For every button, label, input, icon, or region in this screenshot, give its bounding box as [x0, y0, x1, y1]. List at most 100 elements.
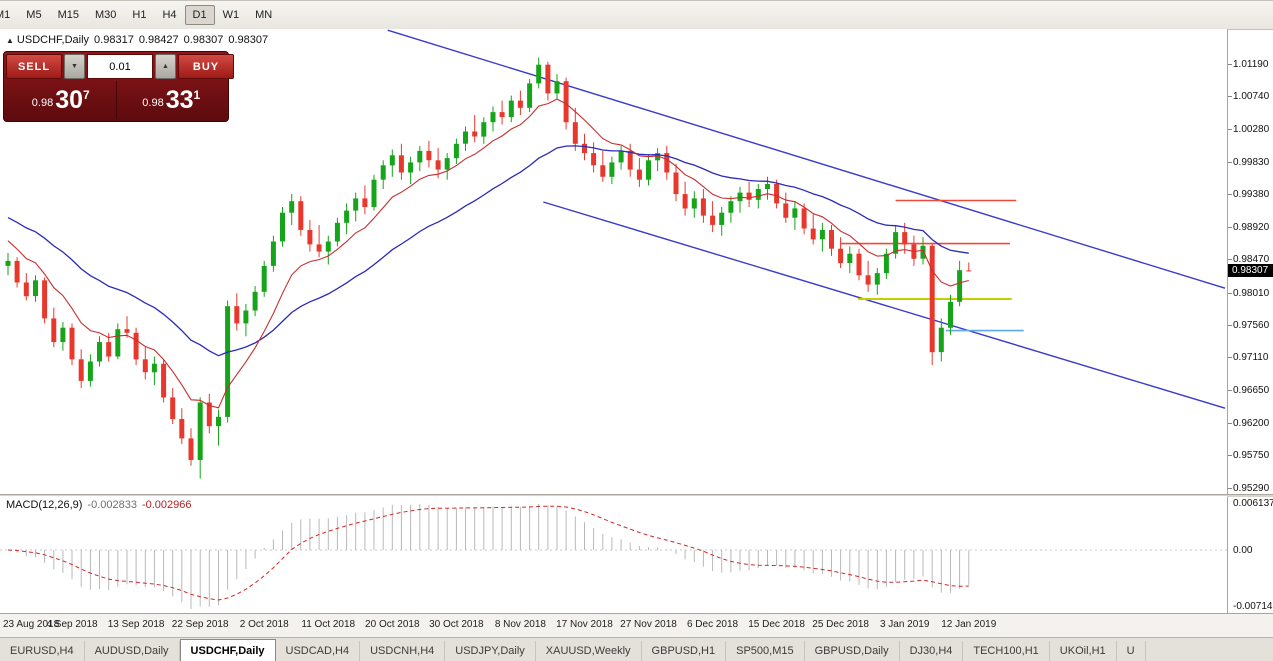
chart-tab-bar: EURUSD,H4 AUDUSD,Daily USDCHF,Daily USDCAD,…	[0, 637, 1273, 661]
macd-indicator-pane[interactable]: MACD(12,26,9) -0.002833 -0.002966	[0, 496, 1227, 613]
timeframe-toolbar: M1 M5 M15 M30 H1 H4 D1 W1 MN	[0, 1, 1273, 30]
time-axis-label: 6 Dec 2018	[686, 619, 739, 630]
macd-axis-zero: 0.00	[1233, 545, 1253, 556]
timeframe-button-h4[interactable]: H4	[162, 9, 177, 21]
price-axis-tick	[1228, 259, 1232, 261]
price-axis-label: 0.98010	[1233, 287, 1270, 299]
sell-button[interactable]: SELL	[6, 54, 62, 79]
price-axis-tick	[1228, 487, 1232, 489]
price-axis-label: 0.97560	[1233, 319, 1270, 331]
buy-price-prefix: 0.98	[142, 97, 164, 109]
main-chart-pane[interactable]: ▲ USDCHF,Daily 0.98317 0.98427 0.98307 0.9830…	[0, 29, 1227, 494]
time-axis-border	[0, 613, 1273, 614]
time-axis-label: 20 Oct 2018	[365, 619, 420, 630]
price-axis-tick	[1228, 422, 1232, 424]
volume-input[interactable]	[87, 54, 153, 79]
chart-tab-usdchf-daily[interactable]: USDCHF,Daily	[179, 639, 276, 661]
chart-tab-xauusd-weekly[interactable]: XAUUSD,Weekly	[536, 641, 642, 661]
time-axis[interactable]: 23 Aug 2018 4 Sep 2018 13 Sep 2018 22 Sep 2…	[0, 614, 1273, 637]
timeframe-button-mn[interactable]: MN	[255, 9, 273, 21]
chart-tab-gbpusd-h1[interactable]: GBPUSD,H1	[642, 641, 727, 661]
buy-price-fraction: 1	[193, 88, 201, 102]
chart-header: ▲ USDCHF,Daily 0.98317 0.98427 0.98307 0.9830…	[6, 34, 268, 46]
price-axis-label: 0.98470	[1233, 254, 1270, 266]
timeframe-button-m5[interactable]: M5	[26, 9, 42, 21]
chart-tab-eurusd-h4[interactable]: EURUSD,H4	[0, 641, 85, 661]
sell-price-fraction: 7	[83, 88, 90, 102]
price-axis-label: 1.00740	[1233, 91, 1270, 103]
timeframe-button-m15[interactable]: M15	[57, 9, 79, 21]
time-axis-label: 27 Nov 2018	[620, 619, 677, 630]
chart-tab-audusd-daily[interactable]: AUDUSD,Daily	[85, 641, 180, 661]
price-axis-tick	[1228, 357, 1232, 359]
buy-price[interactable]: 0.98 33 1	[115, 81, 227, 119]
chart-tab-u[interactable]: U	[1117, 641, 1146, 661]
chevron-down-icon: ▼	[71, 63, 78, 70]
volume-increase-button[interactable]: ▲	[155, 54, 176, 79]
macd-axis-top: 0.006137	[1233, 498, 1273, 509]
price-axis-tick	[1228, 96, 1232, 98]
macd-chart[interactable]	[0, 496, 1227, 613]
price-axis-tick	[1228, 324, 1232, 326]
ohlc-open: 0.98317	[94, 34, 134, 46]
macd-signal-value: -0.002966	[141, 499, 192, 511]
price-axis-tick	[1228, 292, 1232, 294]
time-axis-label: 17 Nov 2018	[556, 619, 613, 630]
time-axis-label: 2 Oct 2018	[239, 619, 289, 630]
sell-price[interactable]: 0.98 30 7	[6, 81, 116, 119]
time-axis-label: 23 Aug 2018	[3, 619, 60, 630]
chart-tab-usdcad-h4[interactable]: USDCAD,H4	[276, 641, 361, 661]
price-axis-label: 0.95750	[1233, 449, 1270, 461]
time-axis-label: 22 Sep 2018	[171, 619, 229, 630]
time-axis-label: 4 Sep 2018	[46, 619, 98, 630]
price-axis-tick	[1228, 227, 1232, 229]
sell-price-pips: 30	[55, 85, 84, 114]
current-price-tag: 0.98307	[1228, 264, 1273, 278]
chart-tab-dj30-h4[interactable]: DJ30,H4	[900, 641, 964, 661]
chart-tab-usdcnh-h4[interactable]: USDCNH,H4	[360, 641, 446, 661]
ohlc-high: 0.98427	[138, 34, 179, 46]
ohlc-close: 0.98307	[228, 34, 269, 46]
buy-button[interactable]: BUY	[178, 54, 234, 79]
timeframe-button-m30[interactable]: M30	[94, 9, 117, 21]
price-axis-tick	[1228, 63, 1232, 65]
pane-splitter[interactable]	[0, 494, 1273, 497]
price-axis-label: 0.96200	[1233, 417, 1270, 429]
chart-tab-sp500-m15[interactable]: SP500,M15	[726, 641, 805, 661]
chart-tab-gbpusd-daily[interactable]: GBPUSD,Daily	[805, 641, 900, 661]
time-axis-label: 11 Oct 2018	[301, 619, 356, 630]
chart-tab-usdjpy-daily[interactable]: USDJPY,Daily	[445, 641, 536, 661]
time-axis-label: 12 Jan 2019	[941, 619, 997, 630]
timeframe-button-m1[interactable]: M1	[0, 9, 11, 21]
buy-price-pips: 33	[165, 85, 194, 114]
macd-header: MACD(12,26,9) -0.002833 -0.002966	[6, 499, 192, 511]
price-axis-label: 1.01190	[1233, 58, 1269, 70]
timeframe-button-h1[interactable]: H1	[132, 9, 147, 21]
symbol-marker-icon: ▲	[6, 36, 14, 45]
macd-label: MACD(12,26,9)	[6, 499, 83, 511]
macd-value: -0.002833	[87, 499, 137, 511]
price-axis-tick	[1228, 161, 1232, 163]
timeframe-button-w1[interactable]: W1	[222, 9, 240, 21]
sell-price-prefix: 0.98	[31, 97, 54, 109]
chart-tab-ukoil-h1[interactable]: UKOil,H1	[1050, 641, 1117, 661]
volume-decrease-button[interactable]: ▼	[64, 54, 85, 79]
price-axis-label: 0.99830	[1233, 156, 1270, 168]
price-axis-tick	[1228, 454, 1232, 456]
price-axis-border	[1227, 29, 1228, 613]
price-axis-tick	[1228, 390, 1232, 392]
price-axis-label: 0.96650	[1233, 385, 1270, 397]
time-axis-label: 8 Nov 2018	[494, 619, 546, 630]
candlestick-chart[interactable]	[0, 29, 1227, 494]
time-axis-label: 30 Oct 2018	[429, 619, 484, 630]
price-axis-label: 0.95290	[1233, 482, 1270, 494]
chart-tab-tech100-h1[interactable]: TECH100,H1	[963, 641, 1050, 661]
one-click-trading-panel: SELL ▼ ▲ BUY 0.98 30 7 0.98 33 1	[3, 51, 234, 122]
time-axis-label: 15 Dec 2018	[748, 619, 805, 630]
price-axis-tick	[1228, 129, 1232, 131]
time-axis-label: 3 Jan 2019	[879, 619, 930, 630]
timeframe-button-d1[interactable]: D1	[184, 5, 215, 25]
price-axis-label: 0.97110	[1233, 352, 1269, 364]
chart-symbol: USDCHF,Daily	[16, 34, 90, 46]
